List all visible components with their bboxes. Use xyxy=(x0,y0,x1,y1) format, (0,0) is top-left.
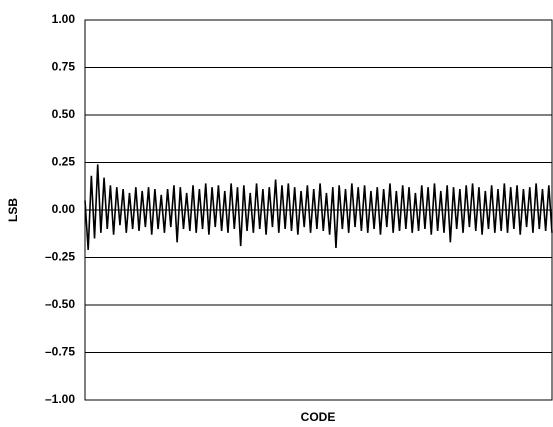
y-tick-label: 1.00 xyxy=(52,12,76,26)
y-tick-label: 0.75 xyxy=(52,60,76,74)
data-line xyxy=(84,164,553,250)
y-tick-label: –1.00 xyxy=(45,392,75,406)
y-tick-label: –0.50 xyxy=(45,297,75,311)
x-axis-label: CODE xyxy=(301,410,336,424)
y-tick-label: –0.25 xyxy=(45,250,75,264)
y-axis-label: LSB xyxy=(6,198,20,222)
y-tick-label: –0.75 xyxy=(45,345,75,359)
y-tick-label: 0.25 xyxy=(52,155,76,169)
y-tick-label: 0.00 xyxy=(52,202,76,216)
y-tick-label: 0.50 xyxy=(52,107,76,121)
